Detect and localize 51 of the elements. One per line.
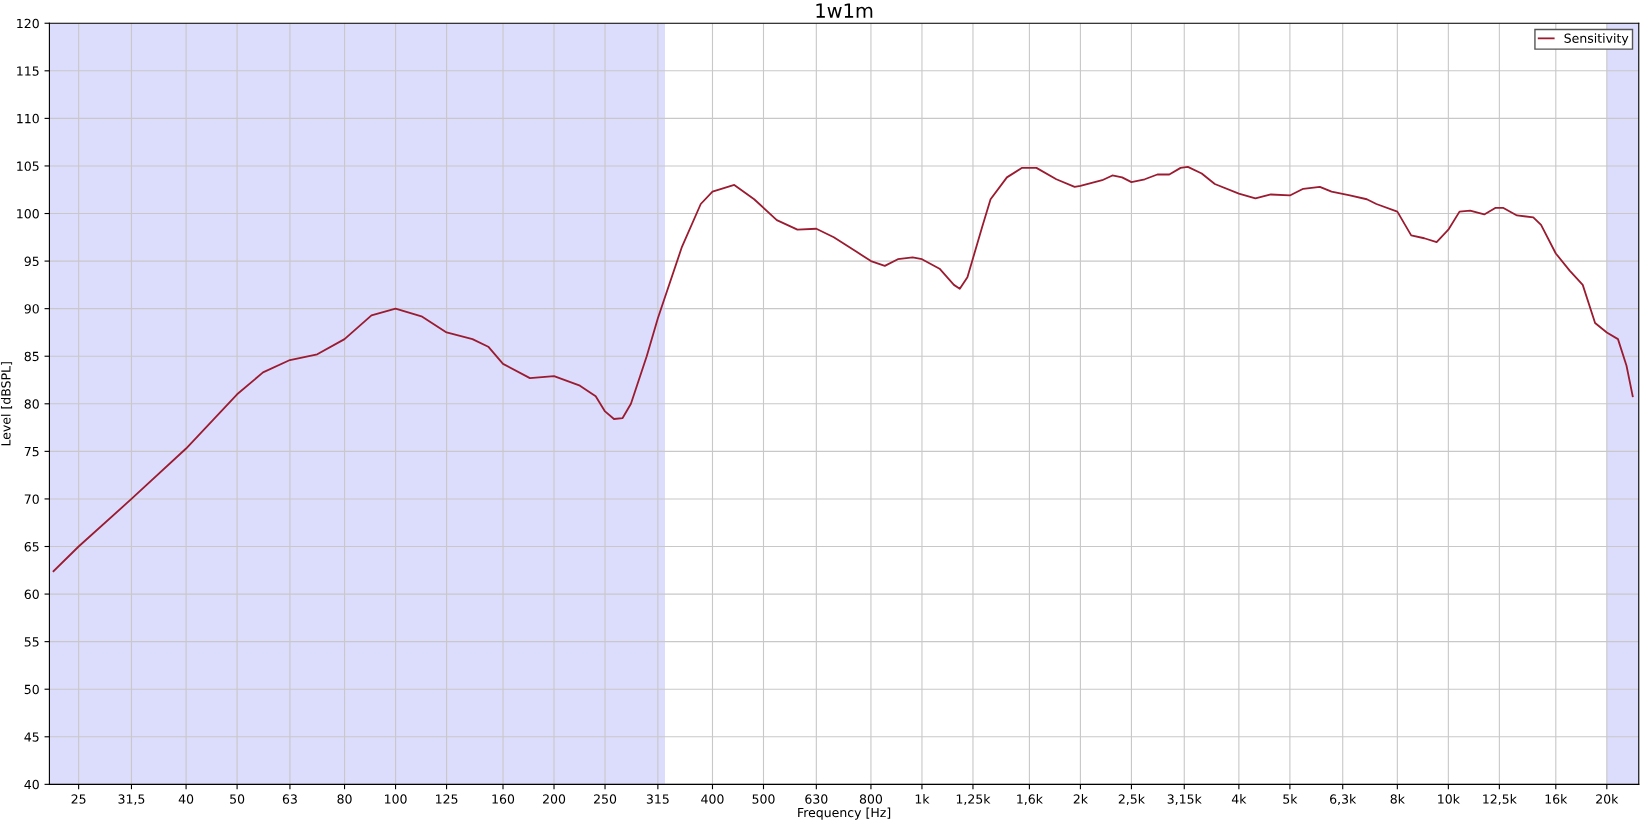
x-axis-title: Frequency [Hz] bbox=[798, 807, 891, 820]
x-tick-label: 200 bbox=[543, 794, 566, 804]
x-tick-label: 4k bbox=[1231, 794, 1247, 804]
x-tick-label: 1k bbox=[915, 794, 930, 804]
x-tick-label: 20k bbox=[1596, 794, 1619, 804]
y-tick-label: 40 bbox=[24, 779, 39, 790]
chart-title: 1w1m bbox=[816, 3, 873, 18]
x-tick-label: 63 bbox=[282, 794, 297, 804]
x-tick-label: 31,5 bbox=[118, 794, 145, 806]
y-tick-label: 55 bbox=[24, 637, 39, 647]
y-tick-label: 100 bbox=[17, 208, 39, 219]
x-tick-label: 80 bbox=[337, 794, 352, 804]
y-tick-label: 120 bbox=[17, 18, 39, 29]
x-tick-label: 25 bbox=[71, 794, 86, 804]
y-tick-label: 115 bbox=[17, 66, 39, 76]
legend-label: Sensitivity bbox=[1564, 33, 1629, 46]
y-tick-label: 110 bbox=[17, 113, 39, 124]
y-tick-label: 60 bbox=[24, 589, 39, 599]
x-tick-label: 16k bbox=[1545, 794, 1568, 804]
x-tick-label: 100 bbox=[385, 794, 407, 804]
x-tick-label: 250 bbox=[594, 794, 617, 804]
x-tick-label: 2,5k bbox=[1118, 794, 1145, 806]
y-tick-label: 50 bbox=[24, 684, 39, 695]
y-tick-label: 85 bbox=[24, 351, 39, 362]
x-tick-label: 630 bbox=[805, 794, 828, 804]
x-tick-label: 12,5k bbox=[1483, 794, 1517, 806]
x-tick-label: 3,15k bbox=[1167, 794, 1202, 806]
x-tick-label: 50 bbox=[230, 794, 245, 804]
x-tick-label: 8k bbox=[1390, 794, 1405, 804]
y-tick-label: 75 bbox=[24, 447, 39, 457]
x-tick-label: 6,3k bbox=[1330, 794, 1357, 806]
x-tick-label: 800 bbox=[859, 794, 883, 804]
y-tick-label: 90 bbox=[24, 304, 39, 314]
x-tick-label: 500 bbox=[752, 794, 775, 804]
x-tick-label: 400 bbox=[701, 794, 724, 804]
y-tick-label: 105 bbox=[17, 161, 39, 171]
y-axis-title: Level [dBSPL] bbox=[0, 362, 13, 446]
x-tick-label: 10k bbox=[1438, 794, 1460, 804]
x-tick-label: 125 bbox=[436, 794, 458, 804]
x-tick-label: 2k bbox=[1073, 794, 1088, 804]
x-tick-label: 40 bbox=[178, 794, 194, 804]
x-tick-label: 5k bbox=[1283, 794, 1298, 804]
x-tick-label: 160 bbox=[492, 794, 515, 804]
y-tick-label: 80 bbox=[24, 399, 39, 409]
y-tick-label: 95 bbox=[24, 256, 39, 267]
x-tick-label: 1,25k bbox=[956, 794, 991, 806]
y-tick-label: 45 bbox=[24, 732, 39, 742]
x-tick-label: 315 bbox=[646, 794, 669, 804]
y-tick-label: 70 bbox=[24, 494, 39, 504]
y-tick-label: 65 bbox=[24, 541, 39, 552]
x-tick-label: 1,6k bbox=[1017, 794, 1043, 806]
